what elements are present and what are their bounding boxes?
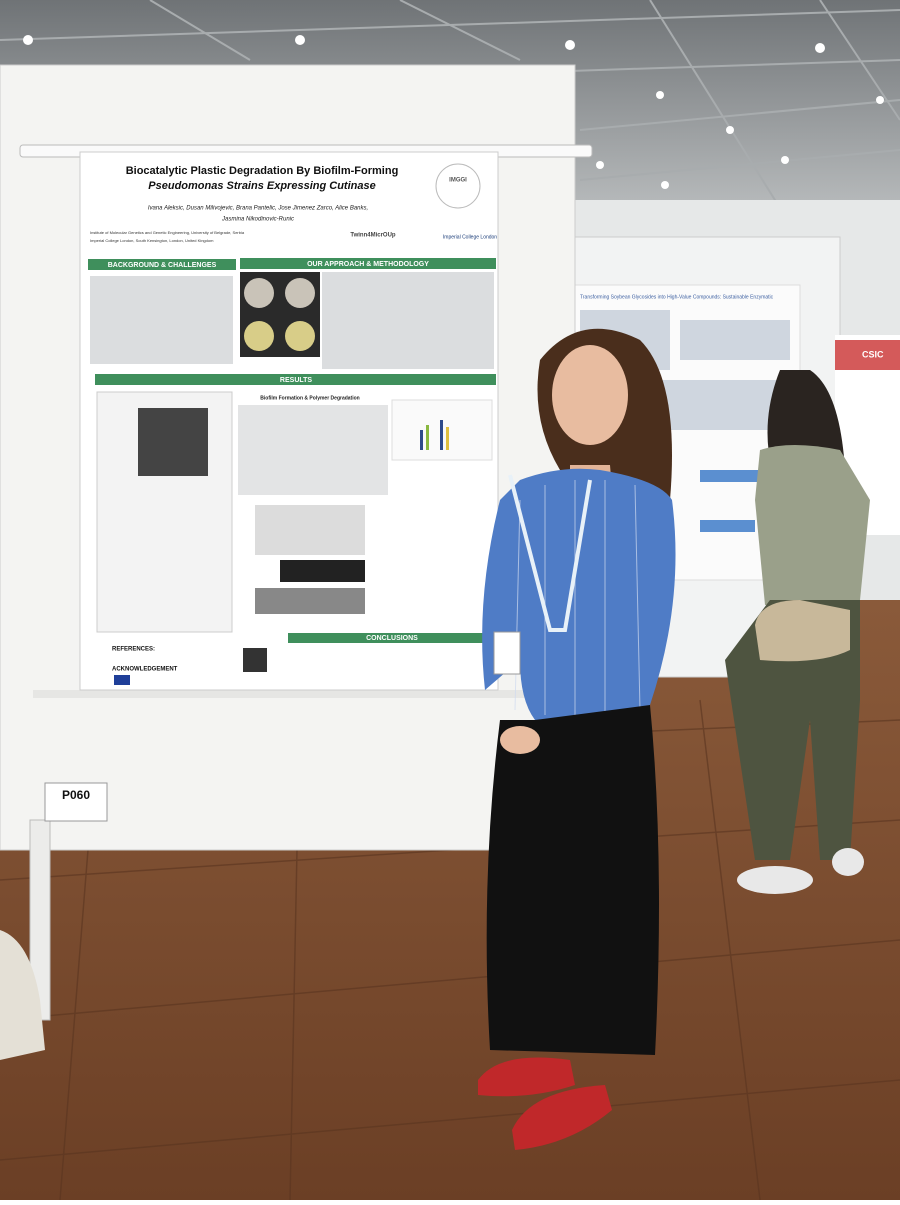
section-bar: [95, 374, 496, 385]
far-poster-logo: CSIC: [862, 349, 884, 359]
petri-dishes: [240, 272, 320, 357]
sample-image: [255, 505, 365, 555]
poster-body-text: [238, 405, 388, 495]
section-bar: [88, 259, 236, 270]
section-bar: [240, 258, 496, 269]
eu-flag: [114, 675, 130, 685]
board-label-card: [44, 782, 108, 822]
poster-affiliation: Institute of Molecular Genetics and Gene…: [90, 230, 245, 235]
person: [478, 328, 676, 1150]
board-label: P060: [62, 788, 90, 802]
qr-code: [243, 648, 267, 672]
board-ledge: [33, 690, 573, 698]
ceiling-lights: [23, 35, 884, 189]
poster-body-text: [90, 272, 494, 369]
poster-affiliation: Imperial College London, South Kensingto…: [90, 238, 214, 243]
right-poster-title: Transforming Soybean Glycosides into Hig…: [580, 294, 774, 300]
badge: [493, 631, 521, 675]
bag: [0, 930, 45, 1060]
poster-authors: Jasmina Nikodinovic-Runic: [221, 217, 294, 223]
poster-title: Pseudomonas Strains Expressing Cutinase: [148, 180, 375, 192]
person-background: [725, 370, 870, 894]
logo: IMGGI: [449, 178, 467, 184]
section-heading: OUR APPROACH & METHODOLOGY: [307, 261, 429, 268]
section-heading: BACKGROUND & CHALLENGES: [108, 262, 217, 269]
section-heading: RESULTS: [280, 377, 312, 384]
far-poster-banner: [835, 340, 900, 370]
logo: Twinn4MicrOUp: [350, 233, 396, 239]
acknowledgement-heading: ACKNOWLEDGEMENT: [112, 667, 178, 673]
poster-title: Biocatalytic Plastic Degradation By Biof…: [126, 165, 399, 177]
sem-image: [255, 588, 365, 614]
section-heading: CONCLUSIONS: [366, 635, 418, 642]
references-heading: REFERENCES:: [112, 647, 155, 653]
logo: Imperial College London: [443, 234, 497, 240]
section-bar: [288, 633, 496, 643]
bar-chart-figure: [391, 399, 493, 461]
sample-image: [280, 560, 365, 582]
subheading: Biofilm Formation & Polymer Degradation: [260, 395, 359, 401]
logo-ring: [435, 163, 481, 209]
plate-image: [138, 408, 208, 476]
poster-authors: Ivana Aleksic, Dusan Milivojevic, Brana …: [148, 206, 368, 212]
